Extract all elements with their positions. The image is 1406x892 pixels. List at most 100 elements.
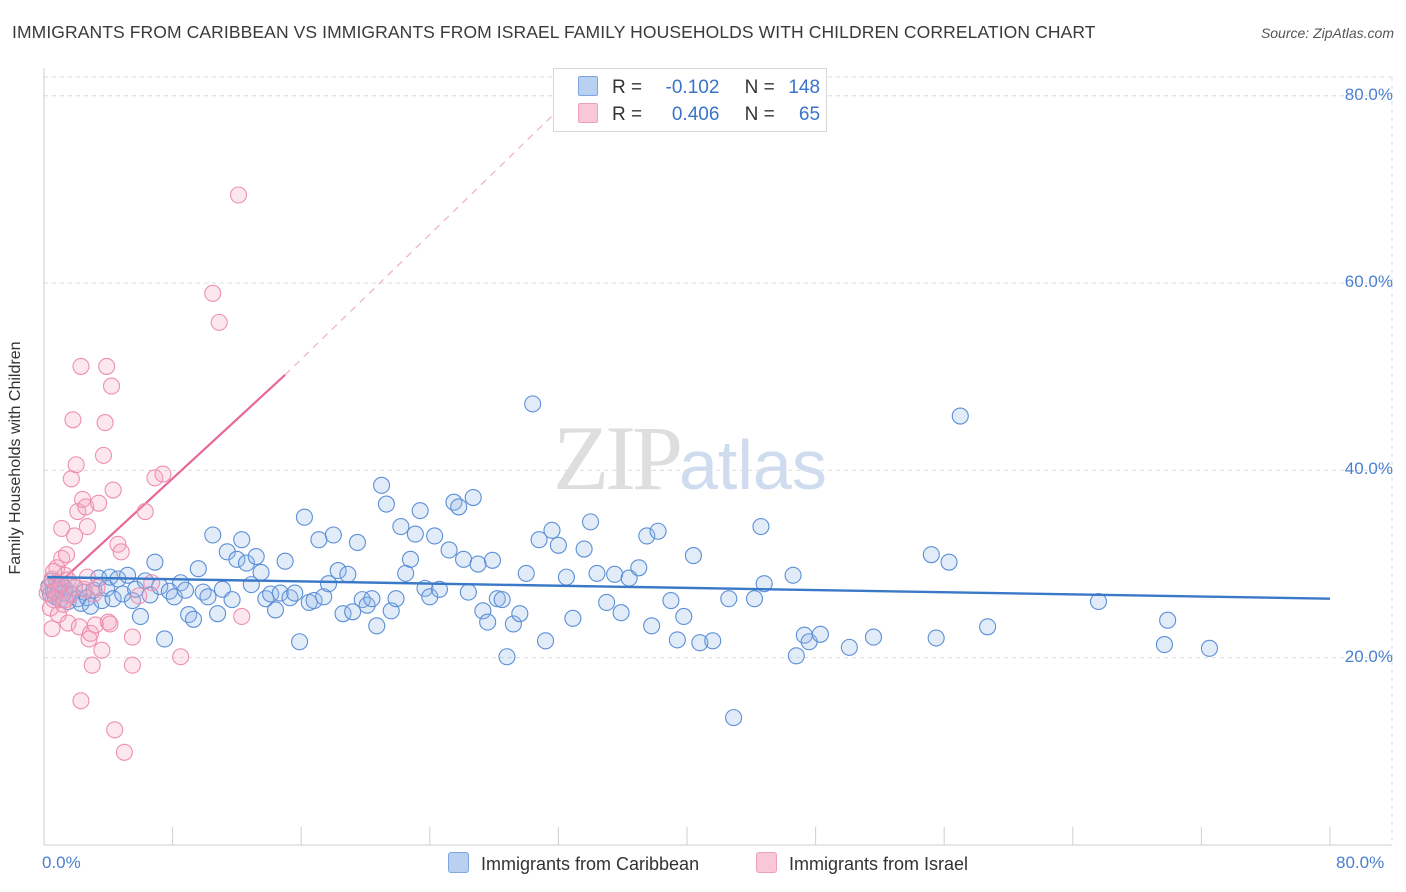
watermark-atlas: atlas [679, 426, 827, 504]
bottom-legend-caribbean: Immigrants from Caribbean [448, 852, 699, 875]
caribbean-point [598, 593, 616, 611]
caribbean-point [189, 560, 207, 578]
israel-point [94, 446, 113, 464]
caribbean-point [549, 536, 567, 554]
caribbean-trend-group [47, 575, 1331, 600]
israel-point [45, 562, 63, 581]
israel-point [72, 357, 90, 375]
israel-point [59, 614, 77, 632]
caribbean-points [40, 395, 1218, 727]
legend-row-caribbean: R = -0.102 N = 148 [578, 76, 820, 98]
caribbean-point [305, 592, 323, 610]
legend-row-israel: R = 0.406 N = 65 [578, 103, 820, 125]
caribbean-point [373, 476, 391, 494]
israel-point [72, 692, 90, 710]
israel-point [143, 574, 161, 592]
caribbean-point [704, 632, 722, 650]
caribbean-point [787, 647, 805, 665]
israel-legend-swatch [756, 852, 777, 873]
y-tick-label: 40.0% [1344, 459, 1393, 479]
caribbean-point [606, 565, 624, 583]
y-tick-label: 60.0% [1344, 272, 1393, 292]
caribbean-point [445, 493, 463, 511]
caribbean-point [493, 591, 511, 609]
caribbean-point [638, 527, 656, 545]
chart-title: IMMIGRANTS FROM CARIBBEAN VS IMMIGRANTS … [12, 22, 1096, 42]
israel-point [65, 527, 84, 545]
caribbean-point [392, 518, 410, 536]
caribbean-legend-swatch [448, 852, 469, 873]
israel-point [115, 743, 133, 761]
israel-point [146, 469, 164, 487]
caribbean-point [184, 610, 203, 628]
y-tick-label: 80.0% [1344, 84, 1393, 104]
caribbean-point [811, 625, 829, 643]
caribbean-point [430, 580, 448, 598]
caribbean-point [209, 605, 227, 623]
israel-trend-group [46, 109, 559, 595]
caribbean-point [411, 502, 429, 520]
legend-n-value: 148 [788, 77, 821, 98]
caribbean-point [517, 564, 535, 582]
caribbean-point [363, 590, 381, 608]
israel-point [112, 543, 130, 561]
y-axis-label: Family Households with Children [7, 341, 24, 575]
axes [43, 68, 1392, 846]
caribbean-point [840, 638, 858, 656]
caribbean-point [581, 513, 600, 531]
caribbean-point [377, 495, 395, 513]
caribbean-point [524, 395, 542, 413]
israel-point [67, 456, 85, 474]
israel-point [77, 498, 95, 516]
y-tick-label: 20.0% [1344, 646, 1393, 666]
caribbean-point [426, 527, 444, 545]
caribbean-point [281, 589, 299, 607]
caribbean-point [406, 525, 424, 543]
israel-trend-extension [284, 109, 559, 376]
caribbean-point [474, 602, 492, 620]
caribbean-point [247, 547, 265, 566]
caribbean-point [864, 628, 883, 646]
israel-point [123, 656, 141, 674]
caribbean-point [228, 550, 246, 568]
caribbean-point [745, 590, 764, 608]
israel-point [83, 656, 101, 674]
caribbean-point [233, 531, 251, 549]
israel-point [53, 519, 71, 537]
israel-point [101, 615, 119, 633]
israel-point [172, 648, 190, 666]
israel-point [56, 566, 74, 584]
israel-point [123, 628, 141, 646]
caribbean-point [498, 648, 516, 666]
israel-trend-line [46, 374, 286, 595]
caribbean-point [675, 607, 693, 626]
caribbean-point [755, 575, 773, 593]
caribbean-point [237, 554, 256, 572]
caribbean-point [643, 617, 661, 635]
caribbean-point [511, 605, 529, 623]
israel-swatch [578, 103, 598, 123]
caribbean-point [271, 584, 289, 602]
caribbean-point [725, 709, 743, 727]
caribbean-point [483, 551, 502, 569]
israel-point [49, 606, 68, 624]
caribbean-point [488, 590, 506, 608]
caribbean-point [564, 609, 582, 627]
caribbean-point [752, 518, 770, 536]
israel-points [38, 186, 251, 761]
legend-r-label: R = [612, 104, 643, 125]
caribbean-trend-line [47, 575, 1331, 600]
caribbean-point [464, 488, 482, 507]
x-tick-label-min: 0.0% [42, 853, 81, 872]
chart-source: Source: ZipAtlas.com [1260, 25, 1394, 41]
caribbean-point [1089, 592, 1108, 611]
caribbean-point [329, 562, 347, 580]
israel-point [154, 465, 172, 483]
caribbean-point [180, 606, 198, 624]
correlation-legend: R = -0.102 N = 148 R = 0.406 N = 65 [553, 68, 827, 132]
caribbean-point [199, 588, 217, 606]
caribbean-point [401, 550, 420, 568]
israel-point [96, 414, 114, 432]
israel-legend-label: Immigrants from Israel [789, 854, 969, 874]
caribbean-point [691, 634, 709, 652]
